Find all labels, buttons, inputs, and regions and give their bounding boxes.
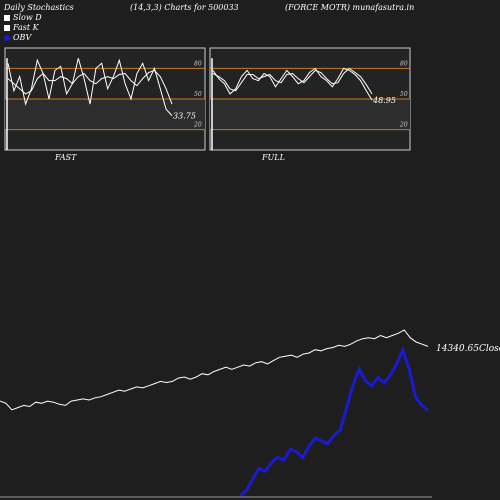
chart-title: Daily Stochastics — [4, 3, 74, 12]
close-price-line — [0, 329, 429, 411]
fast-tick-label: 80 — [194, 60, 202, 67]
full-slow-d-line — [212, 67, 373, 95]
full-tick-label: 20 — [399, 122, 408, 129]
close-value-label: 14340.65Close — [436, 344, 500, 354]
company-name: (FORCE MOTR) munafasutra.in — [285, 3, 415, 12]
legend-label: Fast K — [13, 23, 39, 32]
fast-tick-label: 20 — [193, 122, 202, 129]
fast-fast-k-line — [7, 58, 173, 116]
chart-params: (14,3,3) Charts for 500033 — [130, 3, 239, 12]
full-tick-label: 80 — [400, 60, 408, 67]
fast-last-value: 33.75 — [173, 112, 196, 121]
legend-slow-d: Slow D — [4, 13, 42, 22]
fast-panel-title: FAST — [55, 153, 77, 162]
full-fast-k-line — [212, 67, 373, 101]
legend-obv: OBV — [4, 33, 31, 42]
slow-d-swatch — [4, 14, 10, 21]
fast-slow-d-line — [7, 69, 173, 105]
legend-label: OBV — [13, 33, 32, 42]
full-last-value: 48.95 — [372, 96, 396, 105]
fast-k-swatch — [4, 24, 10, 31]
obv-swatch — [4, 34, 10, 41]
full-panel-title: FULL — [262, 153, 285, 162]
fast-tick-label: 50 — [194, 91, 202, 98]
legend-fast-k: Fast K — [4, 23, 39, 32]
obv-line — [239, 345, 429, 498]
full-band — [210, 99, 410, 130]
full-tick-label: 50 — [400, 91, 408, 98]
legend-label: Slow D — [13, 13, 42, 22]
